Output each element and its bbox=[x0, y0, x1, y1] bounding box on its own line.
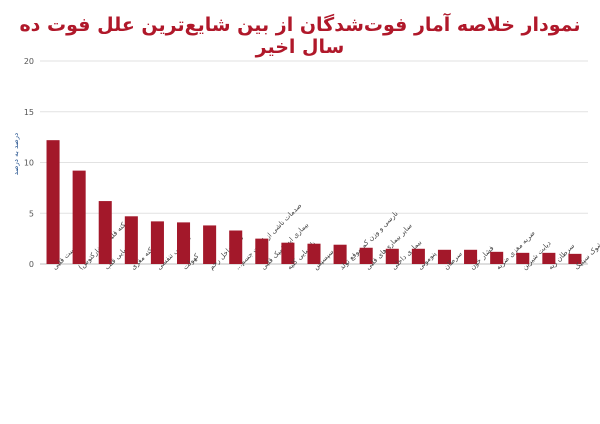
y-tick-label: 0 bbox=[29, 260, 34, 269]
bar bbox=[229, 230, 243, 264]
bar bbox=[542, 252, 556, 264]
bar bbox=[411, 248, 425, 264]
bar bbox=[98, 201, 112, 264]
y-tick-label: 15 bbox=[24, 108, 34, 117]
bar bbox=[568, 253, 582, 264]
bar bbox=[150, 221, 164, 264]
bar bbox=[359, 247, 373, 264]
y-tick-label: 5 bbox=[29, 209, 34, 218]
bar bbox=[333, 244, 347, 264]
bar bbox=[307, 243, 321, 264]
bar bbox=[255, 238, 269, 264]
bar bbox=[203, 225, 217, 264]
bar bbox=[281, 242, 295, 264]
chart-title: نمودار خلاصه آمار فوت‌شدگان از بین شایع‌… bbox=[19, 14, 581, 58]
y-tick-label: 10 bbox=[24, 159, 34, 168]
bar bbox=[46, 140, 60, 264]
bar bbox=[516, 252, 530, 264]
bar bbox=[124, 216, 138, 264]
bar bbox=[437, 249, 451, 264]
y-tick-label: 20 bbox=[24, 57, 34, 66]
bar bbox=[385, 248, 399, 264]
bar bbox=[490, 251, 504, 264]
bar bbox=[72, 170, 86, 264]
bar bbox=[177, 222, 191, 264]
bar bbox=[464, 249, 478, 264]
